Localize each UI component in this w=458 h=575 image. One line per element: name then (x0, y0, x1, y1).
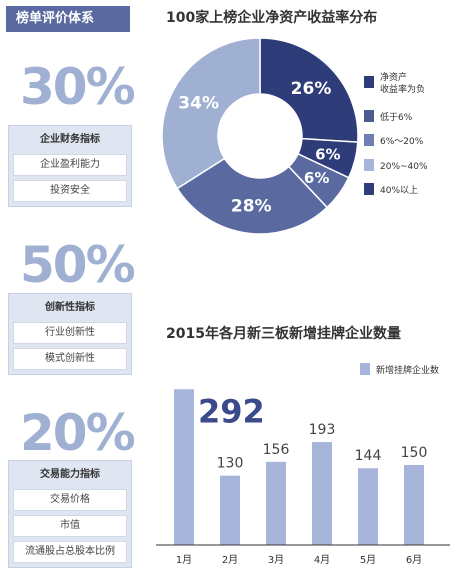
card-title: 交易能力指标 (40, 469, 100, 480)
card-title: 创新性指标 (45, 302, 95, 313)
weight-percent-trading: 20% (20, 404, 136, 462)
panel-tag: 榜单评价体系 (6, 6, 130, 32)
x-tick-label: 4月 (314, 554, 330, 566)
bar-value-label: 150 (401, 445, 428, 461)
card-trading-indicators: 交易能力指标 交易价格 市值 流通股占总股本比例 (8, 460, 132, 568)
legend-swatch (360, 363, 370, 375)
legend-swatch (364, 134, 374, 146)
card-item: 行业创新性 (13, 322, 127, 344)
legend-label: 收益率为负 (380, 83, 425, 95)
pie-slice-label: 6% (315, 145, 340, 163)
bar-value-label: 193 (309, 422, 336, 438)
card-item: 企业盈利能力 (13, 154, 127, 176)
card-item: 投资安全 (13, 180, 127, 202)
x-tick-label: 3月 (268, 554, 284, 566)
x-tick-label: 1月 (176, 554, 192, 566)
pie-slice-label: 34% (178, 93, 219, 113)
bar-value-label: 130 (217, 456, 244, 472)
legend-swatch (364, 159, 374, 171)
legend-label: 新增挂牌企业数 (376, 364, 439, 376)
legend-swatch (364, 76, 374, 88)
pie-slice-label: 28% (231, 196, 272, 216)
pie-slice (259, 37, 359, 143)
card-item: 市值 (13, 515, 127, 537)
legend-label: 20%~40% (380, 162, 428, 172)
legend-label: 40%以上 (380, 185, 418, 196)
bar (358, 468, 378, 545)
card-item: 流通股占总股本比例 (13, 541, 127, 563)
weight-percent-financial: 30% (20, 58, 136, 116)
bar (404, 465, 424, 545)
bar (312, 442, 332, 545)
card-item: 交易价格 (13, 489, 127, 511)
bar-value-label: 292 (198, 392, 265, 430)
bar-value-label: 144 (355, 448, 382, 464)
x-tick-label: 5月 (360, 554, 376, 566)
weight-percent-innovation: 50% (20, 236, 136, 294)
bar (174, 389, 194, 545)
charts-panel: 100家上榜企业净资产收益率分布 26% 6% 6% 28% 34% 净资产 收益率为负低于… (150, 0, 458, 575)
evaluation-system-panel: 榜单评价体系 30% 企业财务指标 企业盈利能力 投资安全 50% 创新性指标 … (0, 0, 140, 575)
legend-label: 净资产 (380, 71, 407, 83)
pie-slice-label: 26% (291, 79, 332, 99)
pie-slice-label: 6% (304, 169, 329, 187)
bar (266, 461, 286, 545)
bar-value-label: 156 (263, 442, 290, 458)
card-financial-indicators: 企业财务指标 企业盈利能力 投资安全 (8, 125, 132, 207)
pie-slice (161, 37, 261, 190)
x-tick-label: 2月 (222, 554, 238, 566)
bar (220, 475, 240, 545)
legend-label: 低于6% (380, 111, 413, 123)
legend-swatch (364, 110, 374, 122)
bar-chart-title: 2015年各月新三板新增挂牌企业数量 (166, 326, 401, 342)
legend-swatch (364, 183, 374, 195)
pie-chart-title: 100家上榜企业净资产收益率分布 (166, 10, 378, 26)
card-item: 模式创新性 (13, 348, 127, 370)
x-tick-label: 6月 (406, 554, 422, 566)
card-title: 企业财务指标 (40, 134, 100, 145)
card-innovation-indicators: 创新性指标 行业创新性 模式创新性 (8, 293, 132, 375)
pie-slice (176, 157, 329, 235)
legend-label: 6%～20% (380, 137, 424, 147)
monthly-listings-bar-chart: 新增挂牌企业数 292 1月 130 2月 156 3月 193 4月 144 5月 150 6月 (156, 363, 450, 566)
